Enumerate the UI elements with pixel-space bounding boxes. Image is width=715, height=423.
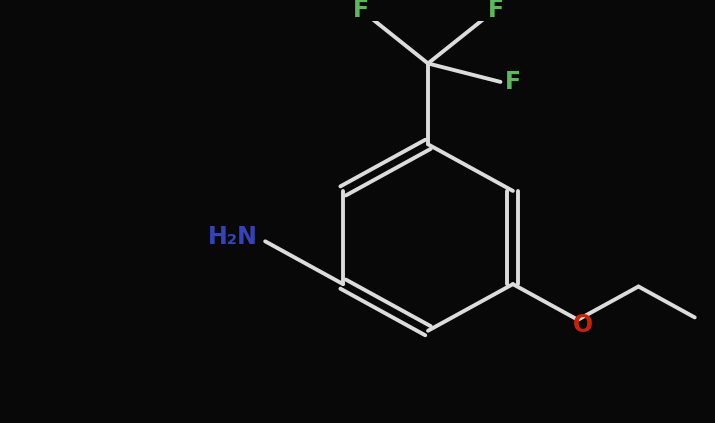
- Text: F: F: [352, 0, 369, 22]
- Text: F: F: [488, 0, 503, 22]
- Text: F: F: [504, 70, 521, 94]
- Text: O: O: [573, 313, 593, 337]
- Text: H₂N: H₂N: [208, 225, 258, 249]
